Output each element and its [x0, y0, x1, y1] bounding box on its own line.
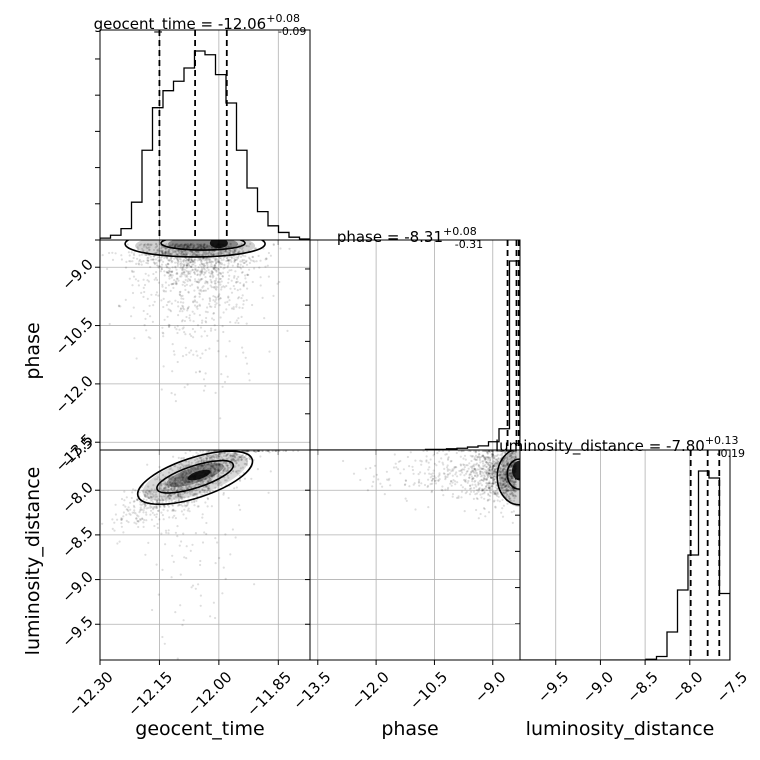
x-tick-label: −8.5	[623, 668, 661, 706]
ylabel-phase: phase	[22, 322, 44, 379]
x-tick-label: −9.5	[534, 668, 572, 706]
y-tick-label: −8.0	[58, 478, 96, 516]
histogram-steps	[310, 260, 520, 450]
x-tick-label: −13.5	[289, 668, 334, 713]
y-tick-label: −10.5	[52, 314, 97, 359]
x-tick-label: −7.5	[713, 668, 751, 706]
x-tick-label: −12.00	[184, 668, 236, 720]
histogram-geocent-time	[95, 29, 311, 245]
density-contour	[496, 450, 520, 506]
density-contour	[160, 240, 246, 251]
x-tick-label: −12.30	[65, 668, 117, 720]
histogram-phase	[305, 239, 521, 455]
title-phase: phase = -8.31+0.08 -0.31	[337, 225, 483, 251]
y-tick-label: −8.5	[58, 523, 96, 561]
x-tick-label: −12.15	[124, 668, 176, 720]
ylabel-luminosity-distance: luminosity_distance	[22, 467, 44, 656]
x-tick-label: −11.85	[243, 668, 295, 720]
density-contour	[156, 459, 235, 494]
histogram-steps	[520, 470, 730, 660]
xlabel-phase: phase	[381, 718, 438, 740]
title-geocent-time: geocent_time = -12.06+0.08 -0.09	[94, 12, 307, 38]
density-contour	[124, 240, 266, 258]
title-luminosity-distance: luminosity_distance = -7.80+0.13 -0.19	[495, 434, 745, 460]
scatter-points	[342, 450, 520, 525]
scatter-points	[101, 240, 291, 420]
x-tick-label: −10.5	[406, 668, 451, 713]
x-tick-label: −12.0	[348, 668, 393, 713]
x-tick-label: −9.0	[471, 668, 509, 706]
density-contour	[506, 458, 520, 490]
xlabel-geocent-time: geocent_time	[135, 718, 264, 740]
scatter-phase-vs-geocent-time	[95, 239, 311, 455]
y-tick-label: −12.0	[52, 372, 97, 417]
x-tick-label: −9.0	[579, 668, 617, 706]
x-tick-label: −8.0	[668, 668, 706, 706]
panel-frame	[309, 449, 521, 661]
scatter-points	[100, 450, 300, 660]
histogram-steps	[100, 50, 310, 240]
scatter-luminosity-distance-vs-geocent-time	[95, 449, 311, 665]
y-tick-label: −9.0	[58, 568, 96, 606]
y-tick-label: −9.0	[58, 255, 96, 293]
density-contour	[136, 450, 254, 506]
scatter-luminosity-distance-vs-phase	[305, 449, 521, 665]
xlabel-luminosity-distance: luminosity_distance	[526, 718, 715, 740]
panel-frame	[309, 239, 521, 451]
histogram-luminosity-distance	[515, 449, 731, 665]
y-tick-label: −9.5	[58, 612, 96, 650]
